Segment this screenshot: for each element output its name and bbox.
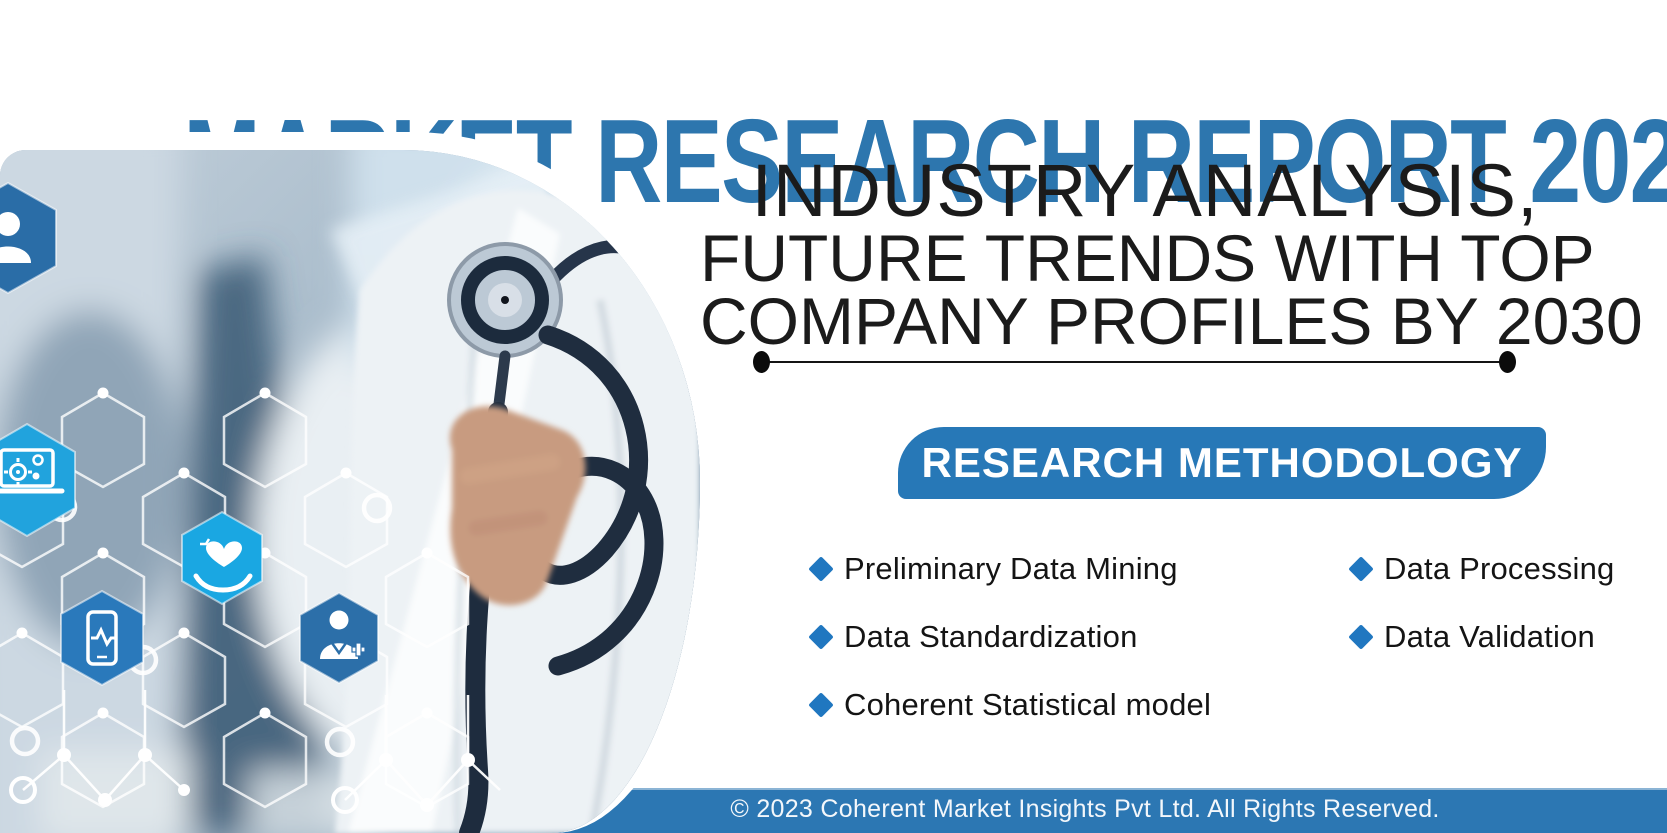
research-methodology-badge: RESEARCH METHODOLOGY — [898, 427, 1546, 499]
list-item-label: Data Validation — [1384, 619, 1595, 654]
list-item: Data Processing — [1348, 548, 1615, 590]
list-item-label: Data Processing — [1384, 551, 1615, 586]
diamond-bullet-icon — [808, 692, 834, 718]
hexagon-user-icon — [0, 181, 57, 295]
hexagon-doctor-icon — [299, 591, 379, 685]
subtitle-line-3: COMPANY PROFILES BY 2030 — [700, 284, 1643, 358]
hexagon-mobile-health-icon — [60, 589, 144, 687]
hero-photo-frame — [0, 132, 718, 833]
hexagon-laptop-analytics-icon — [0, 422, 76, 538]
diamond-bullet-icon — [1348, 556, 1374, 582]
diamond-bullet-icon — [808, 556, 834, 582]
separator-dot-right — [1499, 351, 1516, 373]
hero-photo — [0, 150, 700, 833]
diamond-bullet-icon — [808, 624, 834, 650]
hand — [449, 406, 586, 606]
list-item: Preliminary Data Mining — [808, 548, 1178, 590]
list-item-label: Preliminary Data Mining — [844, 551, 1178, 586]
separator-line — [762, 361, 1508, 363]
subtitle-line-1: INDUSTRY ANALYSIS, — [751, 149, 1539, 232]
list-item-label: Data Standardization — [844, 619, 1138, 654]
subtitle-line-2: FUTURE TRENDS WITH TOP — [700, 221, 1595, 295]
badge-label: RESEARCH METHODOLOGY — [921, 439, 1523, 486]
separator-dot-left — [753, 351, 770, 373]
zigzag-dots — [57, 748, 475, 812]
list-item: Coherent Statistical model — [808, 684, 1212, 726]
list-item: Data Standardization — [808, 616, 1138, 658]
list-item: Data Validation — [1348, 616, 1595, 658]
zigzag-ring-ends — [9, 776, 359, 814]
hexagon-heart-care-icon — [181, 510, 263, 606]
doctor-photo-illustration — [0, 150, 700, 833]
list-item-label: Coherent Statistical model — [844, 687, 1212, 722]
diamond-bullet-icon — [1348, 624, 1374, 650]
copyright-text: © 2023 Coherent Market Insights Pvt Ltd.… — [730, 795, 1440, 823]
